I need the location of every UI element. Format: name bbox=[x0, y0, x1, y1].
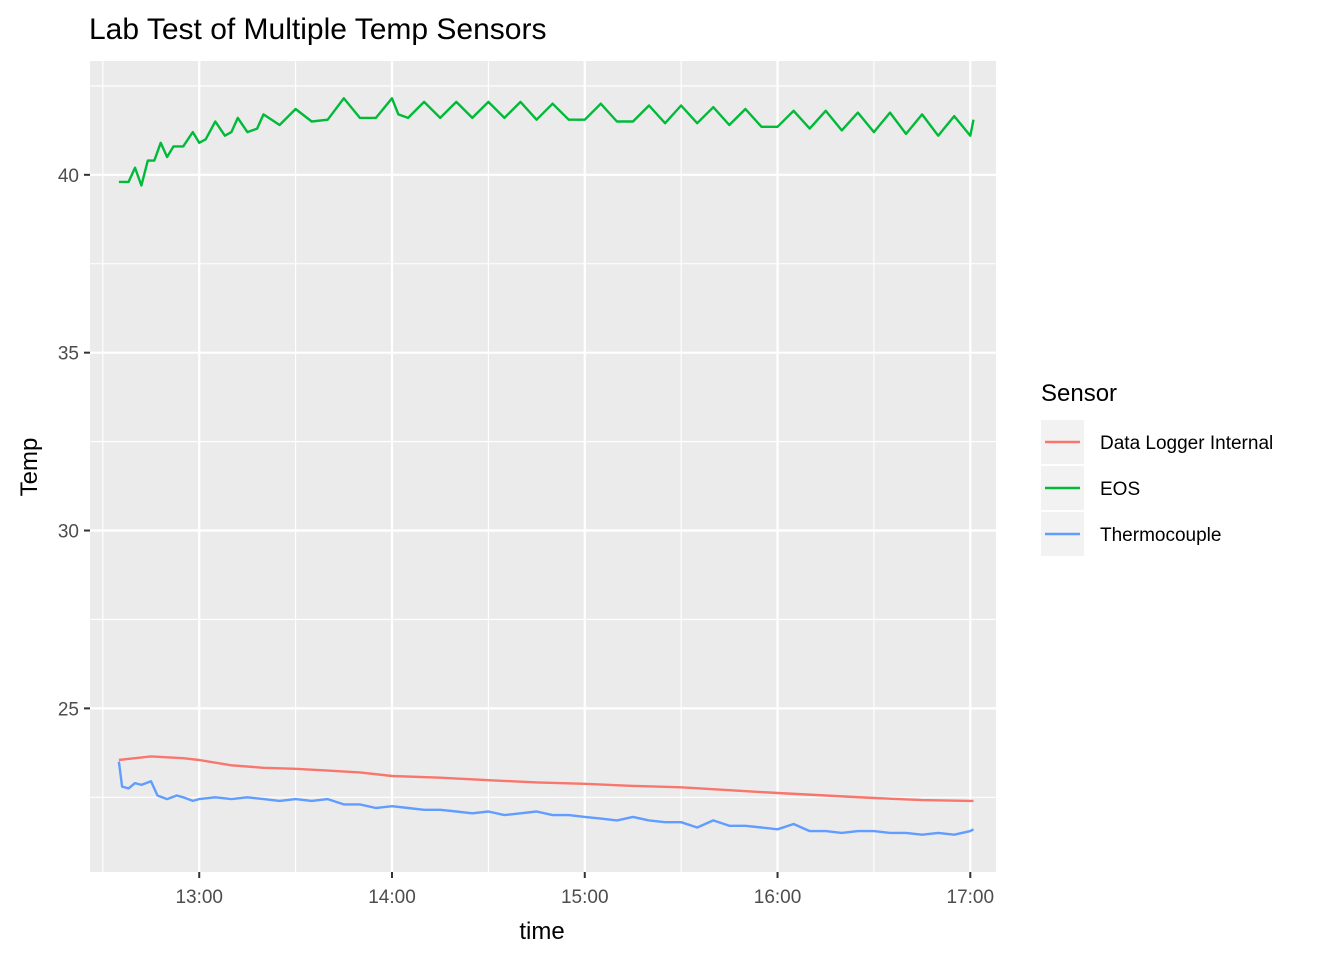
x-tick-label: 15:00 bbox=[561, 887, 609, 908]
series-line-data-logger-internal bbox=[118, 755, 974, 803]
major-gridlines bbox=[90, 61, 996, 872]
y-axis: 25 30 35 40 bbox=[58, 166, 90, 720]
x-tick-label: 17:00 bbox=[947, 887, 995, 908]
y-tick-label: 25 bbox=[58, 699, 79, 720]
plot-panel bbox=[90, 61, 996, 872]
legend: Sensor Data Logger Internal EOS Thermocoup… bbox=[1041, 380, 1273, 556]
series-line-thermocouple bbox=[117, 761, 975, 836]
x-axis-label: time bbox=[519, 918, 564, 945]
series-lines bbox=[117, 97, 975, 836]
y-axis-label: Temp bbox=[16, 438, 43, 497]
legend-item-eos: EOS bbox=[1041, 466, 1140, 510]
legend-item-data-logger-internal: Data Logger Internal bbox=[1041, 420, 1273, 464]
y-tick-label: 40 bbox=[58, 166, 79, 187]
legend-title: Sensor bbox=[1041, 380, 1117, 407]
legend-label: EOS bbox=[1100, 479, 1140, 500]
x-tick-label: 13:00 bbox=[175, 887, 223, 908]
legend-item-thermocouple: Thermocouple bbox=[1041, 512, 1221, 556]
x-tick-label: 16:00 bbox=[754, 887, 802, 908]
chart-title: Lab Test of Multiple Temp Sensors bbox=[89, 13, 546, 46]
legend-label: Thermocouple bbox=[1100, 525, 1221, 546]
y-tick-label: 35 bbox=[58, 344, 79, 365]
series-line-eos bbox=[118, 97, 975, 187]
minor-gridlines bbox=[90, 61, 996, 872]
x-tick-label: 14:00 bbox=[368, 887, 416, 908]
legend-label: Data Logger Internal bbox=[1100, 433, 1273, 454]
y-tick-label: 30 bbox=[58, 522, 79, 543]
x-axis: 13:00 14:00 15:00 16:00 17:00 bbox=[175, 872, 994, 908]
